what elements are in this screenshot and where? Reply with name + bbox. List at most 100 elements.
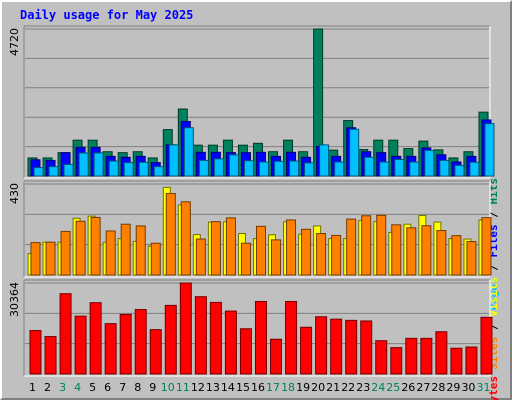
panel-legend: KBytes [487, 376, 500, 400]
chart-title: Daily usage for May 2025 [20, 8, 193, 22]
x-tick-label: 29 [446, 381, 460, 394]
bar [345, 319, 358, 375]
x-tick-label: 23 [356, 381, 370, 394]
bar [409, 161, 420, 177]
bar [390, 347, 403, 375]
bar [300, 326, 313, 375]
bar [195, 238, 206, 276]
bar [394, 158, 405, 177]
bar [149, 329, 162, 375]
bar [180, 201, 191, 276]
bar [406, 227, 417, 276]
y-max-label: 4720 [8, 28, 21, 56]
bar [75, 220, 86, 276]
x-tick-label: 26 [401, 381, 415, 394]
bar [375, 340, 388, 375]
bar [59, 293, 72, 375]
bar [436, 230, 447, 276]
bar [481, 217, 492, 276]
bar [209, 301, 222, 375]
series-sites [30, 193, 492, 276]
x-tick-label: 18 [281, 381, 295, 394]
x-tick-label: 11 [176, 381, 190, 394]
bar [168, 144, 179, 177]
bar [451, 235, 462, 276]
bar [319, 144, 330, 177]
bar [376, 214, 387, 276]
panel-legend-text: KBytes [487, 376, 500, 400]
bar [45, 241, 56, 276]
bar [120, 223, 131, 276]
bar [123, 162, 134, 177]
bar [349, 128, 360, 177]
bar [435, 331, 448, 375]
bar [135, 225, 146, 276]
bar [439, 159, 450, 177]
bar [104, 323, 117, 375]
bar [239, 328, 252, 375]
x-tick-label: 14 [221, 381, 235, 394]
x-tick-label: 5 [89, 381, 96, 394]
bar [360, 320, 373, 375]
x-tick-label: 16 [251, 381, 265, 394]
bar [270, 338, 283, 375]
bar [210, 221, 221, 276]
bar [364, 156, 375, 177]
bar [286, 219, 297, 276]
bar [330, 318, 343, 375]
bar [255, 225, 266, 276]
bar [213, 158, 224, 177]
x-tick-label: 30 [461, 381, 475, 394]
bar [108, 160, 119, 177]
bar [224, 310, 237, 375]
x-tick-label: 10 [161, 381, 175, 394]
x-tick-label: 3 [59, 381, 66, 394]
legend-entry: KBytes [487, 376, 500, 400]
x-tick-label: 7 [119, 381, 126, 394]
x-tick-label: 22 [341, 381, 355, 394]
bar [379, 161, 390, 177]
x-tick-label: 21 [326, 381, 340, 394]
bar [29, 330, 42, 375]
bar [454, 164, 465, 177]
bar [33, 167, 44, 177]
bar [465, 346, 478, 375]
x-tick-label: 13 [206, 381, 220, 394]
bar [225, 217, 236, 276]
bar [391, 224, 402, 276]
bar [153, 166, 164, 177]
bar [421, 225, 432, 276]
bar [274, 160, 285, 177]
x-tick-label: 12 [191, 381, 205, 394]
bar [420, 337, 433, 375]
x-tick-label: 20 [311, 381, 325, 394]
bar [138, 161, 149, 177]
bar [450, 347, 463, 375]
bar [289, 160, 300, 177]
bar [183, 127, 194, 177]
bar [315, 316, 328, 375]
series-pages [33, 123, 495, 177]
bar [304, 162, 315, 177]
series-kbytes [29, 282, 493, 375]
x-tick-label: 19 [296, 381, 310, 394]
x-tick-label: 15 [236, 381, 250, 394]
bar [243, 160, 254, 177]
bar [424, 149, 435, 177]
bar [48, 166, 59, 177]
x-tick-label: 6 [104, 381, 111, 394]
bar [164, 304, 177, 375]
x-tick-label: 25 [386, 381, 400, 394]
bar [466, 241, 477, 276]
bar [194, 296, 207, 375]
bar [469, 161, 480, 177]
bar [165, 193, 176, 276]
bar [405, 337, 418, 375]
bar [179, 282, 192, 375]
bar [63, 163, 74, 177]
x-tick-label: 2 [44, 381, 51, 394]
